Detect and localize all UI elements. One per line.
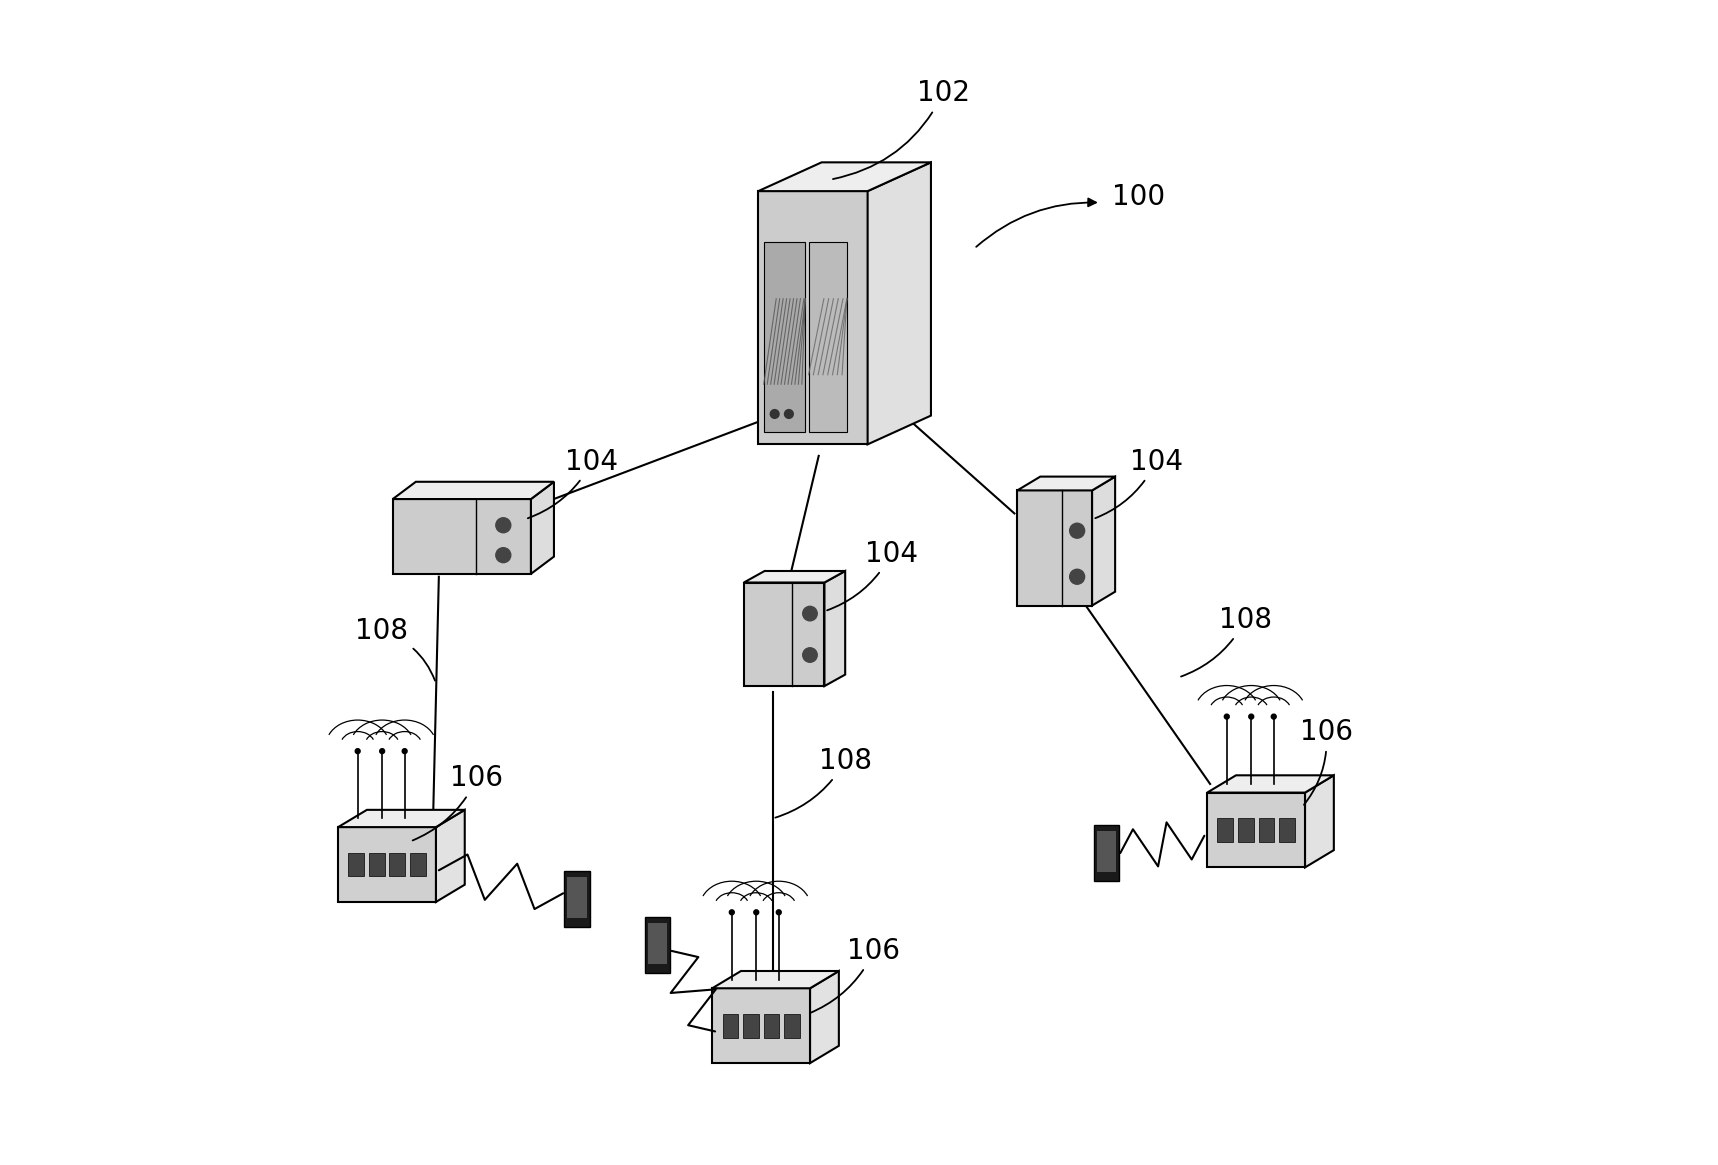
Circle shape [1271, 714, 1276, 719]
Polygon shape [758, 191, 868, 444]
Polygon shape [868, 162, 931, 444]
Polygon shape [744, 571, 845, 582]
Polygon shape [811, 970, 838, 1064]
Circle shape [1070, 523, 1084, 538]
Text: 100: 100 [1112, 183, 1165, 211]
Polygon shape [783, 1014, 801, 1038]
Polygon shape [369, 853, 385, 876]
Text: 104: 104 [1096, 447, 1182, 518]
Polygon shape [744, 582, 825, 686]
Polygon shape [1208, 776, 1333, 792]
Text: 102: 102 [833, 79, 969, 179]
Circle shape [402, 749, 407, 754]
Circle shape [802, 648, 818, 662]
Text: 104: 104 [826, 539, 917, 610]
Circle shape [802, 606, 818, 621]
Text: 104: 104 [527, 447, 618, 518]
Text: 108: 108 [356, 617, 435, 680]
Text: 106: 106 [412, 764, 503, 840]
Polygon shape [765, 242, 806, 432]
Polygon shape [1239, 818, 1254, 842]
Circle shape [1225, 714, 1228, 719]
Polygon shape [531, 482, 553, 574]
Polygon shape [1017, 490, 1093, 606]
Polygon shape [713, 970, 838, 988]
Polygon shape [564, 871, 589, 926]
Polygon shape [1093, 476, 1115, 606]
Polygon shape [763, 1014, 780, 1038]
Circle shape [356, 749, 361, 754]
Polygon shape [825, 571, 845, 686]
Polygon shape [1094, 825, 1118, 881]
Polygon shape [1259, 818, 1275, 842]
Text: 108: 108 [775, 747, 871, 818]
Polygon shape [758, 162, 931, 191]
Polygon shape [393, 499, 531, 574]
Polygon shape [1096, 831, 1117, 873]
Circle shape [770, 410, 778, 418]
Circle shape [730, 910, 734, 915]
Text: 106: 106 [1301, 718, 1352, 805]
Circle shape [1249, 714, 1254, 719]
Polygon shape [744, 1014, 759, 1038]
Polygon shape [390, 853, 405, 876]
Polygon shape [648, 923, 667, 965]
Polygon shape [723, 1014, 739, 1038]
Polygon shape [349, 853, 364, 876]
Polygon shape [338, 810, 466, 827]
Circle shape [497, 517, 510, 532]
Circle shape [380, 749, 385, 754]
Polygon shape [436, 810, 466, 902]
Polygon shape [809, 242, 847, 432]
Polygon shape [411, 853, 426, 876]
Polygon shape [1218, 818, 1234, 842]
Circle shape [497, 548, 510, 563]
Circle shape [785, 410, 794, 418]
Circle shape [777, 910, 782, 915]
Polygon shape [1208, 792, 1306, 868]
Polygon shape [1017, 476, 1115, 490]
Polygon shape [1280, 818, 1295, 842]
Polygon shape [644, 918, 670, 973]
Text: 106: 106 [809, 937, 900, 1014]
Polygon shape [393, 482, 553, 499]
Circle shape [1070, 570, 1084, 584]
Polygon shape [338, 827, 436, 902]
Text: 108: 108 [1180, 606, 1271, 677]
Polygon shape [713, 988, 811, 1064]
Polygon shape [567, 877, 586, 918]
Circle shape [754, 910, 759, 915]
Polygon shape [1306, 776, 1333, 868]
